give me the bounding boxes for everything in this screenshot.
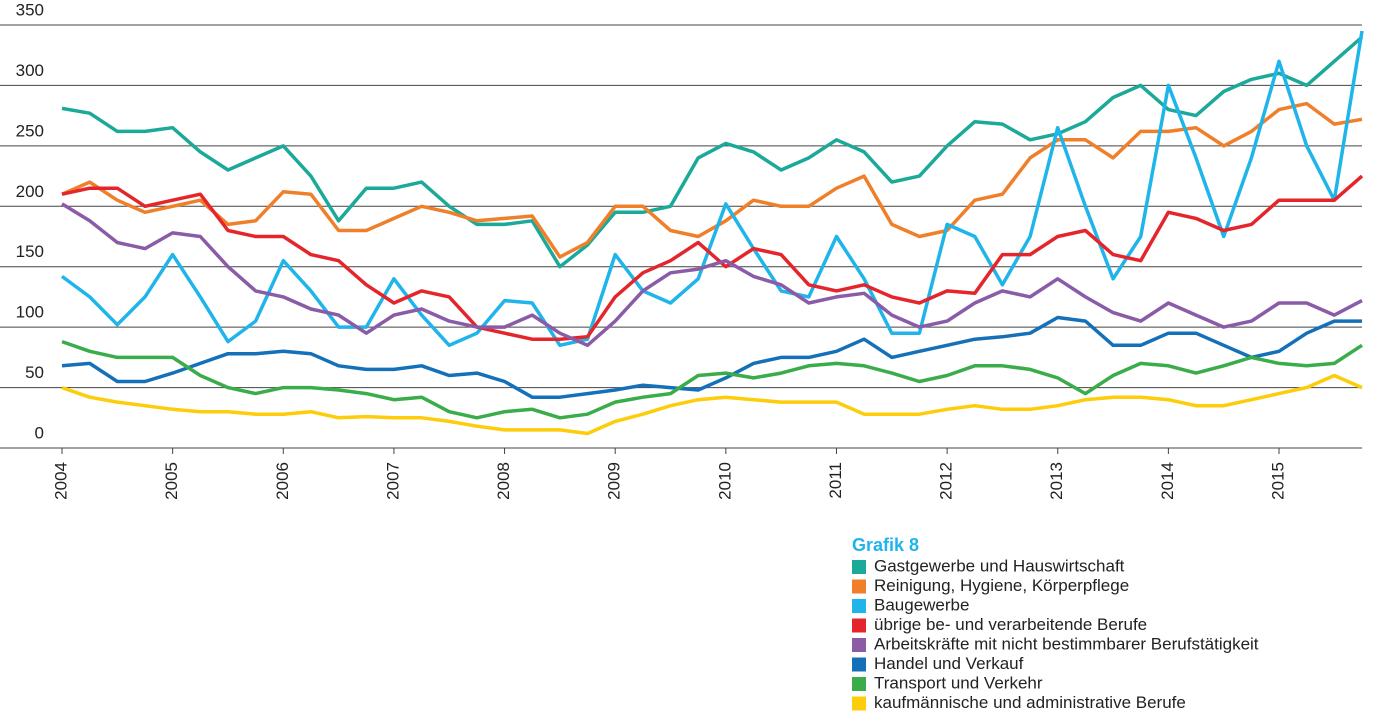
x-tick-label: 2011: [826, 462, 845, 499]
legend-label: Baugewerbe: [874, 595, 969, 614]
x-tick-label: 2014: [1158, 462, 1177, 500]
series-line: [61, 373, 1363, 436]
x-tick-label: 2010: [715, 462, 734, 500]
y-tick-label: 150: [16, 242, 44, 261]
legend-label: Handel und Verkauf: [874, 654, 1024, 673]
legend-swatch: [852, 618, 866, 633]
x-tick-label: 2006: [273, 462, 292, 500]
x-tick-label: 2012: [937, 462, 956, 500]
y-tick-label: 50: [25, 363, 44, 382]
series-line: [61, 202, 1363, 348]
legend-label: Reinigung, Hygiene, Körperpflege: [874, 576, 1129, 595]
series-line: [61, 339, 1363, 420]
series-line: [61, 174, 1364, 341]
legend-title: Grafik 8: [852, 535, 919, 555]
legend-swatch: [852, 638, 866, 652]
legend-swatch: [852, 696, 866, 711]
y-tick-label: 250: [16, 121, 44, 140]
x-tick-label: 2007: [383, 462, 402, 500]
x-tick-label: 2013: [1047, 462, 1066, 500]
series-line: [61, 315, 1362, 399]
series-line: [61, 101, 1363, 259]
y-tick-label: 100: [16, 303, 44, 322]
y-tick-label: 350: [16, 0, 44, 19]
y-tick-label: 200: [16, 182, 44, 201]
y-tick-label: 0: [35, 423, 44, 442]
legend-swatch: [852, 579, 866, 594]
series-line: [61, 35, 1364, 269]
x-tick-label: 2009: [605, 462, 624, 500]
x-tick-label: 2004: [51, 462, 70, 500]
x-tick-label: 2008: [494, 462, 513, 500]
legend-swatch: [852, 657, 866, 672]
legend-label: Gastgewerbe und Hauswirtschaft: [874, 556, 1125, 575]
x-tick-label: 2015: [1269, 462, 1288, 500]
x-tick-label: 2005: [162, 462, 181, 500]
legend-swatch: [852, 560, 866, 574]
legend-label: kaufmännische und administrative Berufe: [874, 693, 1186, 712]
y-tick-label: 300: [16, 61, 44, 80]
series-line: [60, 30, 1364, 348]
legend-swatch: [852, 599, 866, 613]
legend-swatch: [852, 677, 866, 691]
legend-label: Arbeitskräfte mit nicht bestimmbarer Ber…: [874, 634, 1259, 653]
legend-label: Transport und Verkehr: [874, 673, 1043, 692]
legend-label: übrige be- und verarbeitende Berufe: [874, 615, 1147, 634]
